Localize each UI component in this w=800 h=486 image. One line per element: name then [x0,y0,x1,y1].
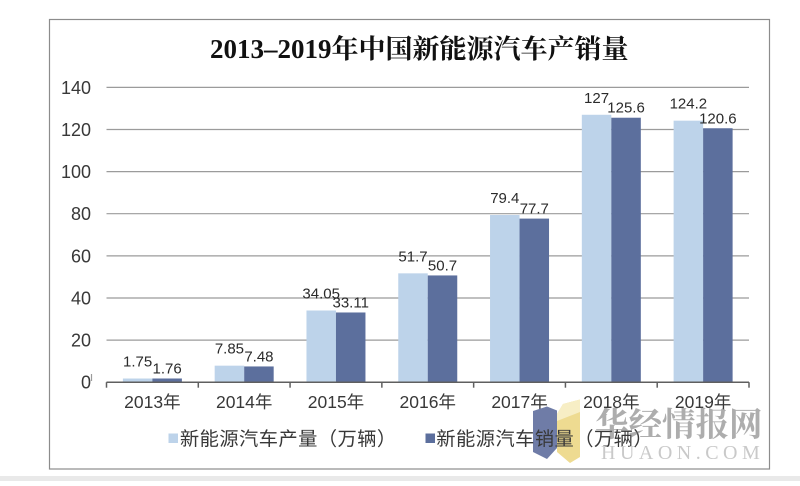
svg-text:125.6: 125.6 [607,100,645,117]
svg-text:34.05: 34.05 [302,286,340,303]
svg-text:2018: 2018 [583,392,622,412]
svg-text:2014: 2014 [216,392,255,412]
svg-text:20: 20 [71,331,91,351]
svg-text:80: 80 [71,204,91,224]
svg-text:2015: 2015 [308,392,347,412]
svg-text:2013–2019: 2013–2019 [210,34,332,64]
svg-text:HUAON.COM: HUAON.COM [601,442,764,464]
svg-text:100: 100 [61,162,91,182]
svg-text:7.48: 7.48 [244,348,273,365]
svg-text:79.4: 79.4 [490,190,519,207]
svg-text:124.2: 124.2 [670,96,708,113]
svg-text:2013: 2013 [124,392,163,412]
svg-text:0: 0 [81,373,91,393]
svg-text:51.7: 51.7 [398,248,427,265]
svg-text:77.7: 77.7 [520,201,549,218]
svg-text:33.11: 33.11 [332,294,368,311]
svg-text:140: 140 [61,78,91,98]
svg-text:7.85: 7.85 [215,341,244,358]
svg-text:2019: 2019 [675,392,714,412]
svg-text:2017: 2017 [491,392,530,412]
svg-text:2016: 2016 [400,392,439,412]
svg-text:60: 60 [71,246,91,266]
svg-text:40: 40 [71,289,91,309]
svg-text:120.6: 120.6 [699,110,737,127]
svg-text:1.76: 1.76 [153,360,182,377]
svg-text:127: 127 [584,90,609,107]
svg-text:120: 120 [61,120,91,140]
svg-text:50.7: 50.7 [428,257,457,274]
svg-text:1.75: 1.75 [123,354,152,371]
